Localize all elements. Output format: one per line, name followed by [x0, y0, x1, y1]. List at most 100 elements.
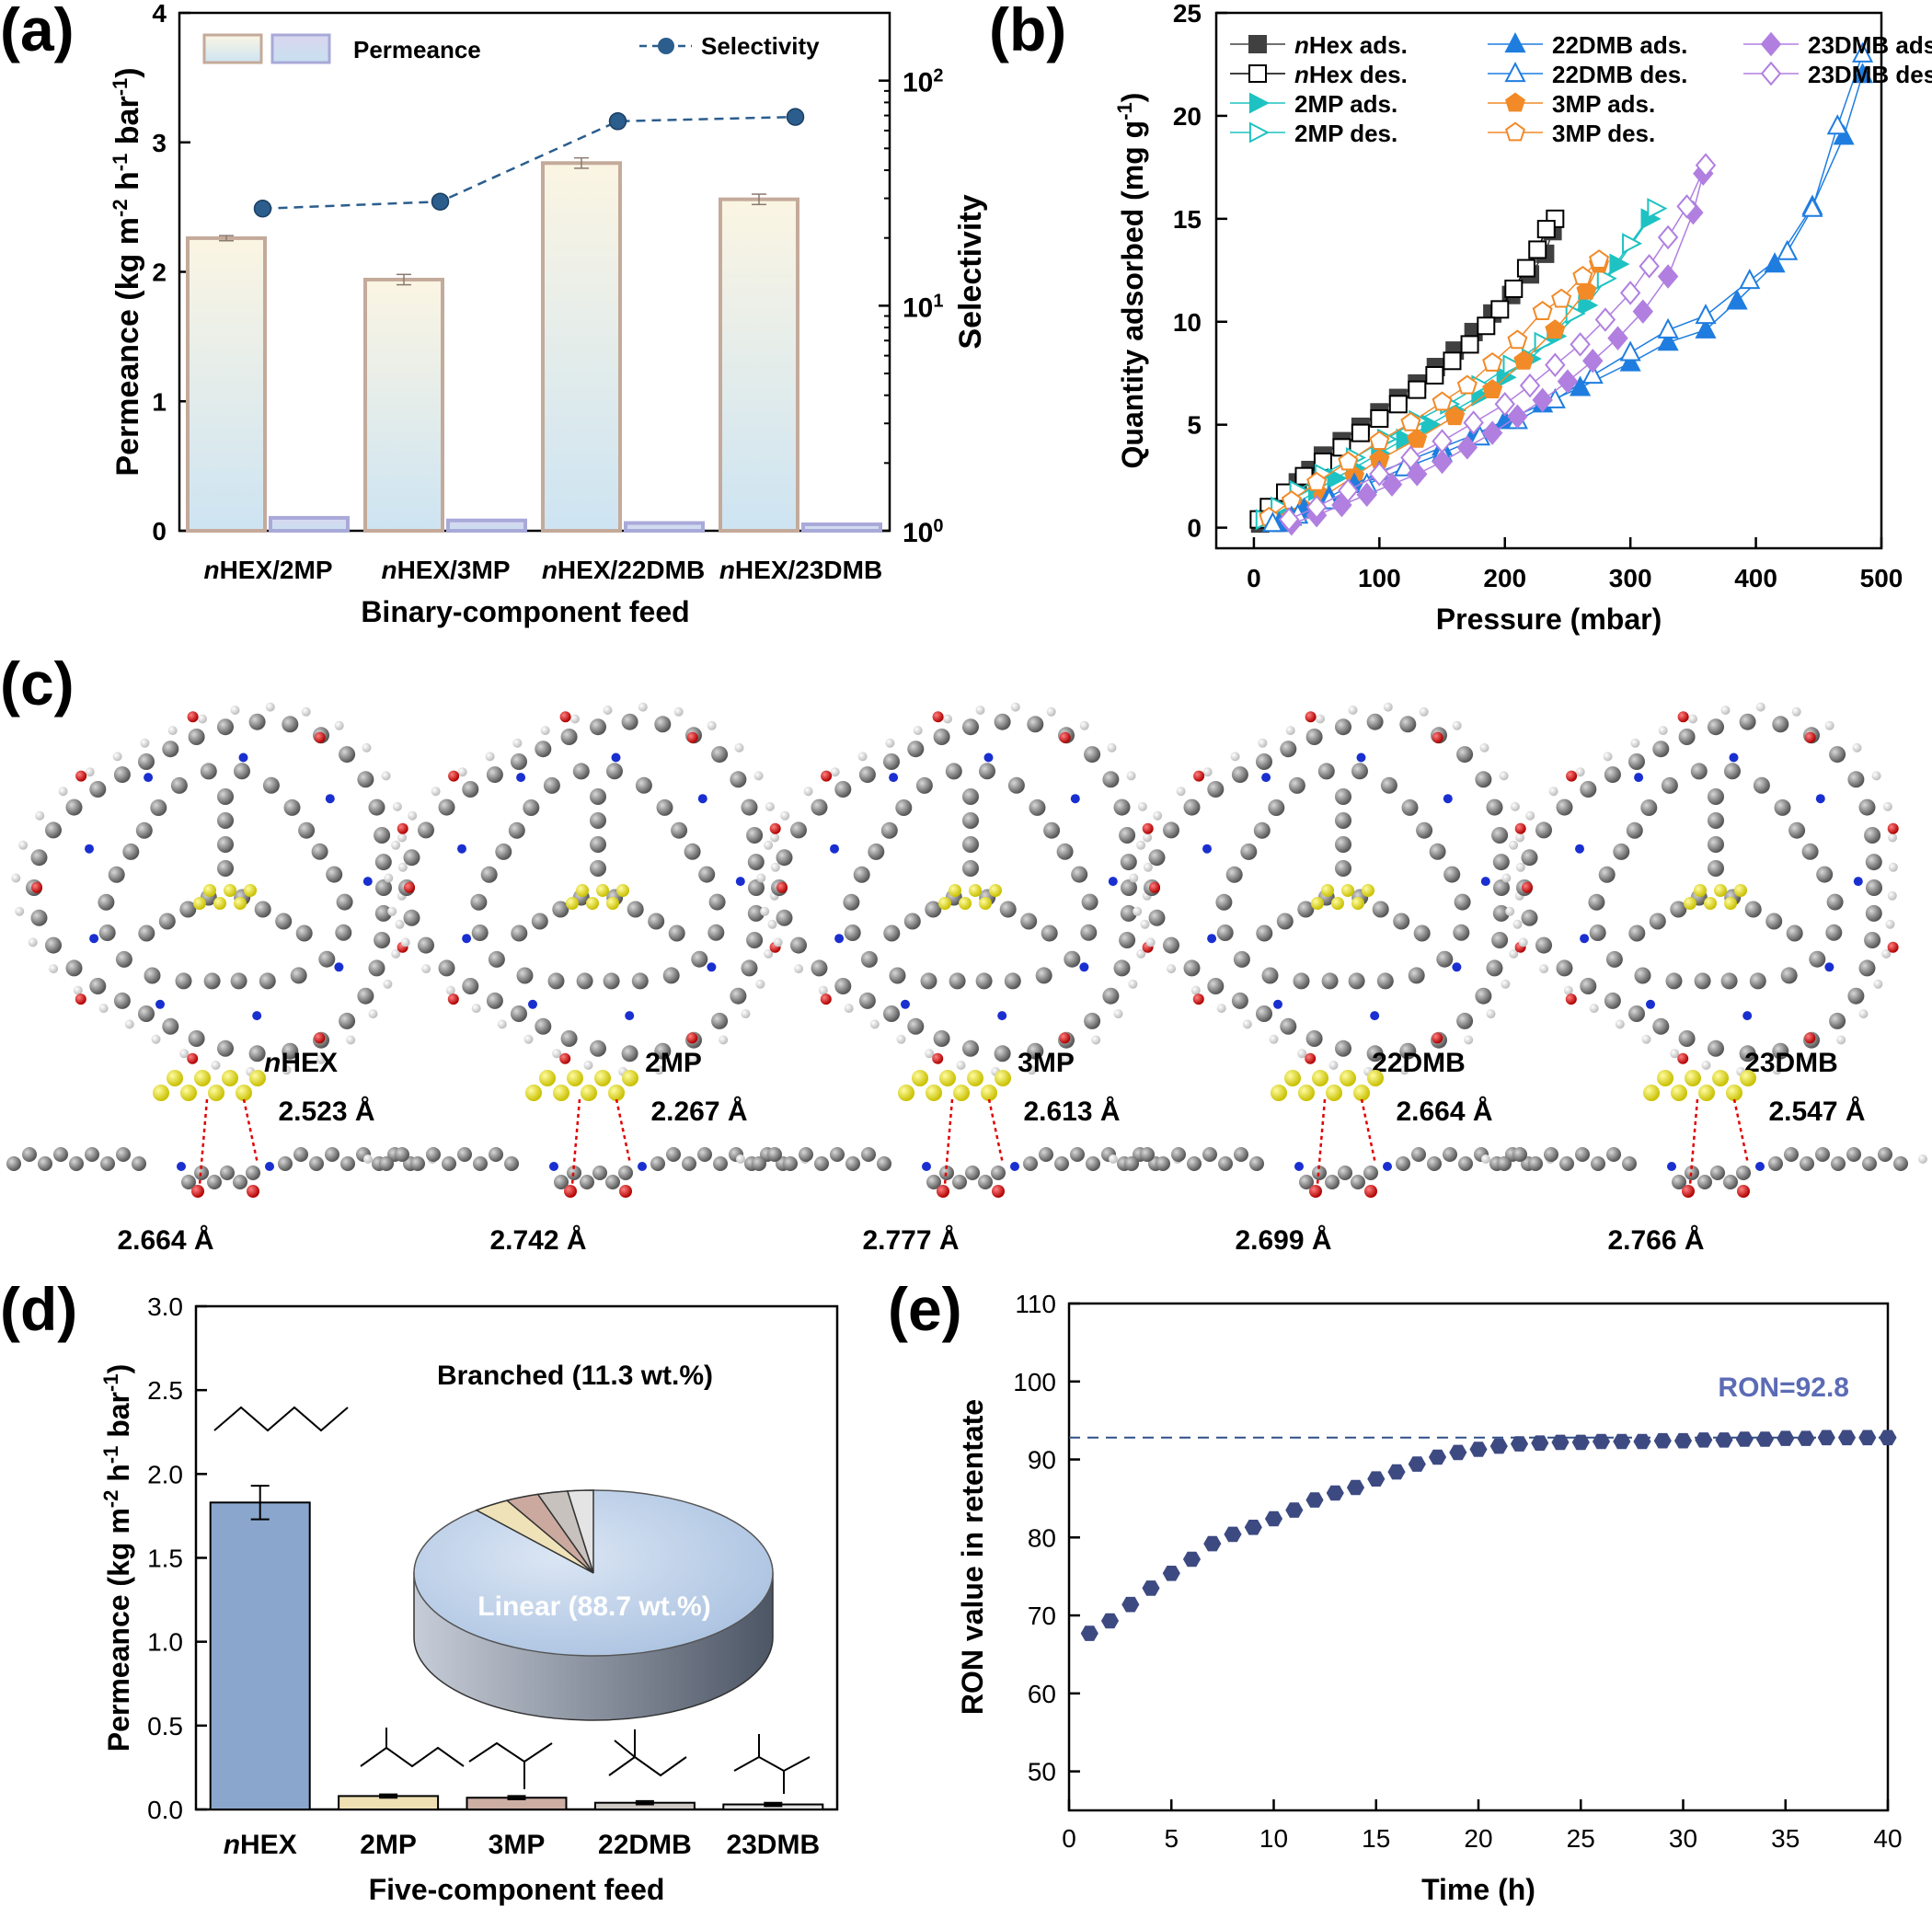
carbon-atom	[1556, 798, 1573, 816]
carbon-atom	[335, 924, 352, 941]
carbon-atom	[962, 1039, 979, 1057]
hydrogen-atom	[1887, 890, 1897, 901]
guest-atom	[969, 884, 982, 897]
oxygen-atom	[821, 770, 833, 782]
hydrogen-atom	[707, 720, 717, 730]
carbon-atom	[979, 763, 995, 780]
hydrogen-atom	[140, 738, 150, 748]
sideview-carbon	[926, 1175, 941, 1189]
skeletal-nhex	[213, 1406, 349, 1432]
carbon-atom	[621, 713, 638, 730]
sideview-carbon	[1218, 1156, 1233, 1171]
data-point	[1400, 411, 1421, 431]
nitrogen-atom	[528, 999, 537, 1009]
hydrogen-atom	[384, 873, 394, 883]
nitrogen-atom	[1742, 1011, 1753, 1021]
legend-label: nHex ads.	[1294, 31, 1408, 59]
legend-label: 22DMB des.	[1552, 61, 1687, 88]
carbon-atom	[1113, 959, 1131, 977]
guest-atom	[1271, 1085, 1287, 1101]
sideview-carbon	[666, 1147, 681, 1162]
hydrogen-atom	[408, 810, 418, 821]
data-point	[1632, 299, 1654, 324]
carbon-atom	[336, 893, 353, 911]
guest-atom	[949, 884, 961, 897]
sideview-carbon	[1831, 1156, 1846, 1171]
nitrogen-atom	[1853, 877, 1863, 887]
hydrogen-atom	[638, 702, 648, 712]
hydrogen-atom	[471, 1004, 481, 1014]
hydrogen-atom	[1202, 767, 1213, 777]
y-tick-label: 0	[1187, 514, 1202, 543]
carbon-atom	[747, 854, 765, 871]
carbon-atom	[1626, 821, 1643, 839]
carbon-atom	[1043, 821, 1061, 839]
sideview-carbon	[1338, 1166, 1352, 1180]
data-point	[1545, 319, 1566, 339]
hydrogen-atom	[1143, 833, 1153, 843]
data-point	[1326, 1485, 1344, 1501]
sideview-nitrogen	[265, 1162, 274, 1171]
data-point	[1536, 220, 1556, 239]
sideview-carbon	[1606, 1147, 1621, 1162]
guest-atom	[1643, 1085, 1660, 1101]
carbon-atom	[1335, 812, 1351, 829]
hydrogen-atom	[391, 948, 401, 959]
data-point	[1695, 1432, 1713, 1448]
hydrogen-atom	[421, 964, 431, 974]
hydrogen-atom	[1575, 767, 1585, 777]
carbon-atom	[994, 713, 1011, 730]
hydrogen-atom	[1881, 948, 1892, 959]
hydrogen-atom	[741, 1009, 751, 1019]
hydrogen-atom	[1079, 720, 1089, 730]
selectivity-point	[253, 200, 272, 218]
y-axis-title: Permeance (kg m-2 h-1 bar-1)	[99, 1364, 136, 1751]
carbon-atom	[671, 821, 688, 839]
sideview-nitrogen	[922, 1162, 931, 1171]
sideview-carbon	[1591, 1156, 1605, 1171]
carbon-atom	[1708, 718, 1724, 736]
carbon-atom	[590, 812, 606, 829]
legend-label: 3MP ads.	[1552, 90, 1655, 118]
data-point	[1715, 1432, 1733, 1448]
panel-label-c: (c)	[0, 649, 75, 718]
hydrogen-atom	[1510, 801, 1520, 811]
guest-atom	[1694, 884, 1707, 897]
hydrogen-atom	[1499, 771, 1509, 781]
sideview-carbon	[1736, 1166, 1751, 1180]
data-point	[1261, 511, 1283, 533]
legend-marker-selectivity	[658, 38, 674, 54]
sideview-oxygen	[564, 1185, 577, 1198]
x-tick-label: 400	[1734, 564, 1777, 592]
hydrogen-atom	[58, 787, 68, 797]
carbon-atom	[1183, 959, 1201, 977]
carbon-atom	[1456, 746, 1474, 764]
hydrogen-atom	[773, 937, 783, 948]
hydrogen-atom	[689, 1054, 698, 1064]
data-point	[1735, 1431, 1754, 1447]
carbon-atom	[462, 781, 479, 798]
carbon-atom	[868, 843, 885, 860]
sideview-carbon	[814, 1156, 829, 1171]
data-point	[1489, 1438, 1508, 1454]
data-point	[1622, 233, 1643, 255]
guest-atom	[967, 1070, 983, 1086]
bar-permeance-nhex	[186, 235, 267, 533]
sideview-carbon	[845, 1156, 860, 1171]
data-point	[1224, 1526, 1242, 1543]
carbon-atom	[1084, 746, 1101, 764]
nitrogen-atom	[1273, 999, 1282, 1009]
carbon-atom	[262, 776, 280, 794]
distance-label-bottom: 2.742 Å	[489, 1225, 586, 1251]
hydrogen-atom	[316, 1054, 326, 1064]
data-point	[1477, 316, 1496, 336]
sideview-carbon	[410, 1156, 425, 1171]
nitrogen-atom	[1108, 877, 1118, 887]
carbon-atom	[254, 901, 271, 918]
oxygen-atom	[1566, 770, 1578, 782]
data-point	[1346, 1479, 1365, 1496]
skeletal-22dmb-branch2	[614, 1740, 636, 1758]
carbon-atom	[1408, 967, 1425, 984]
hydrogen-atom	[896, 1034, 906, 1044]
carbon-atom	[1004, 972, 1021, 990]
